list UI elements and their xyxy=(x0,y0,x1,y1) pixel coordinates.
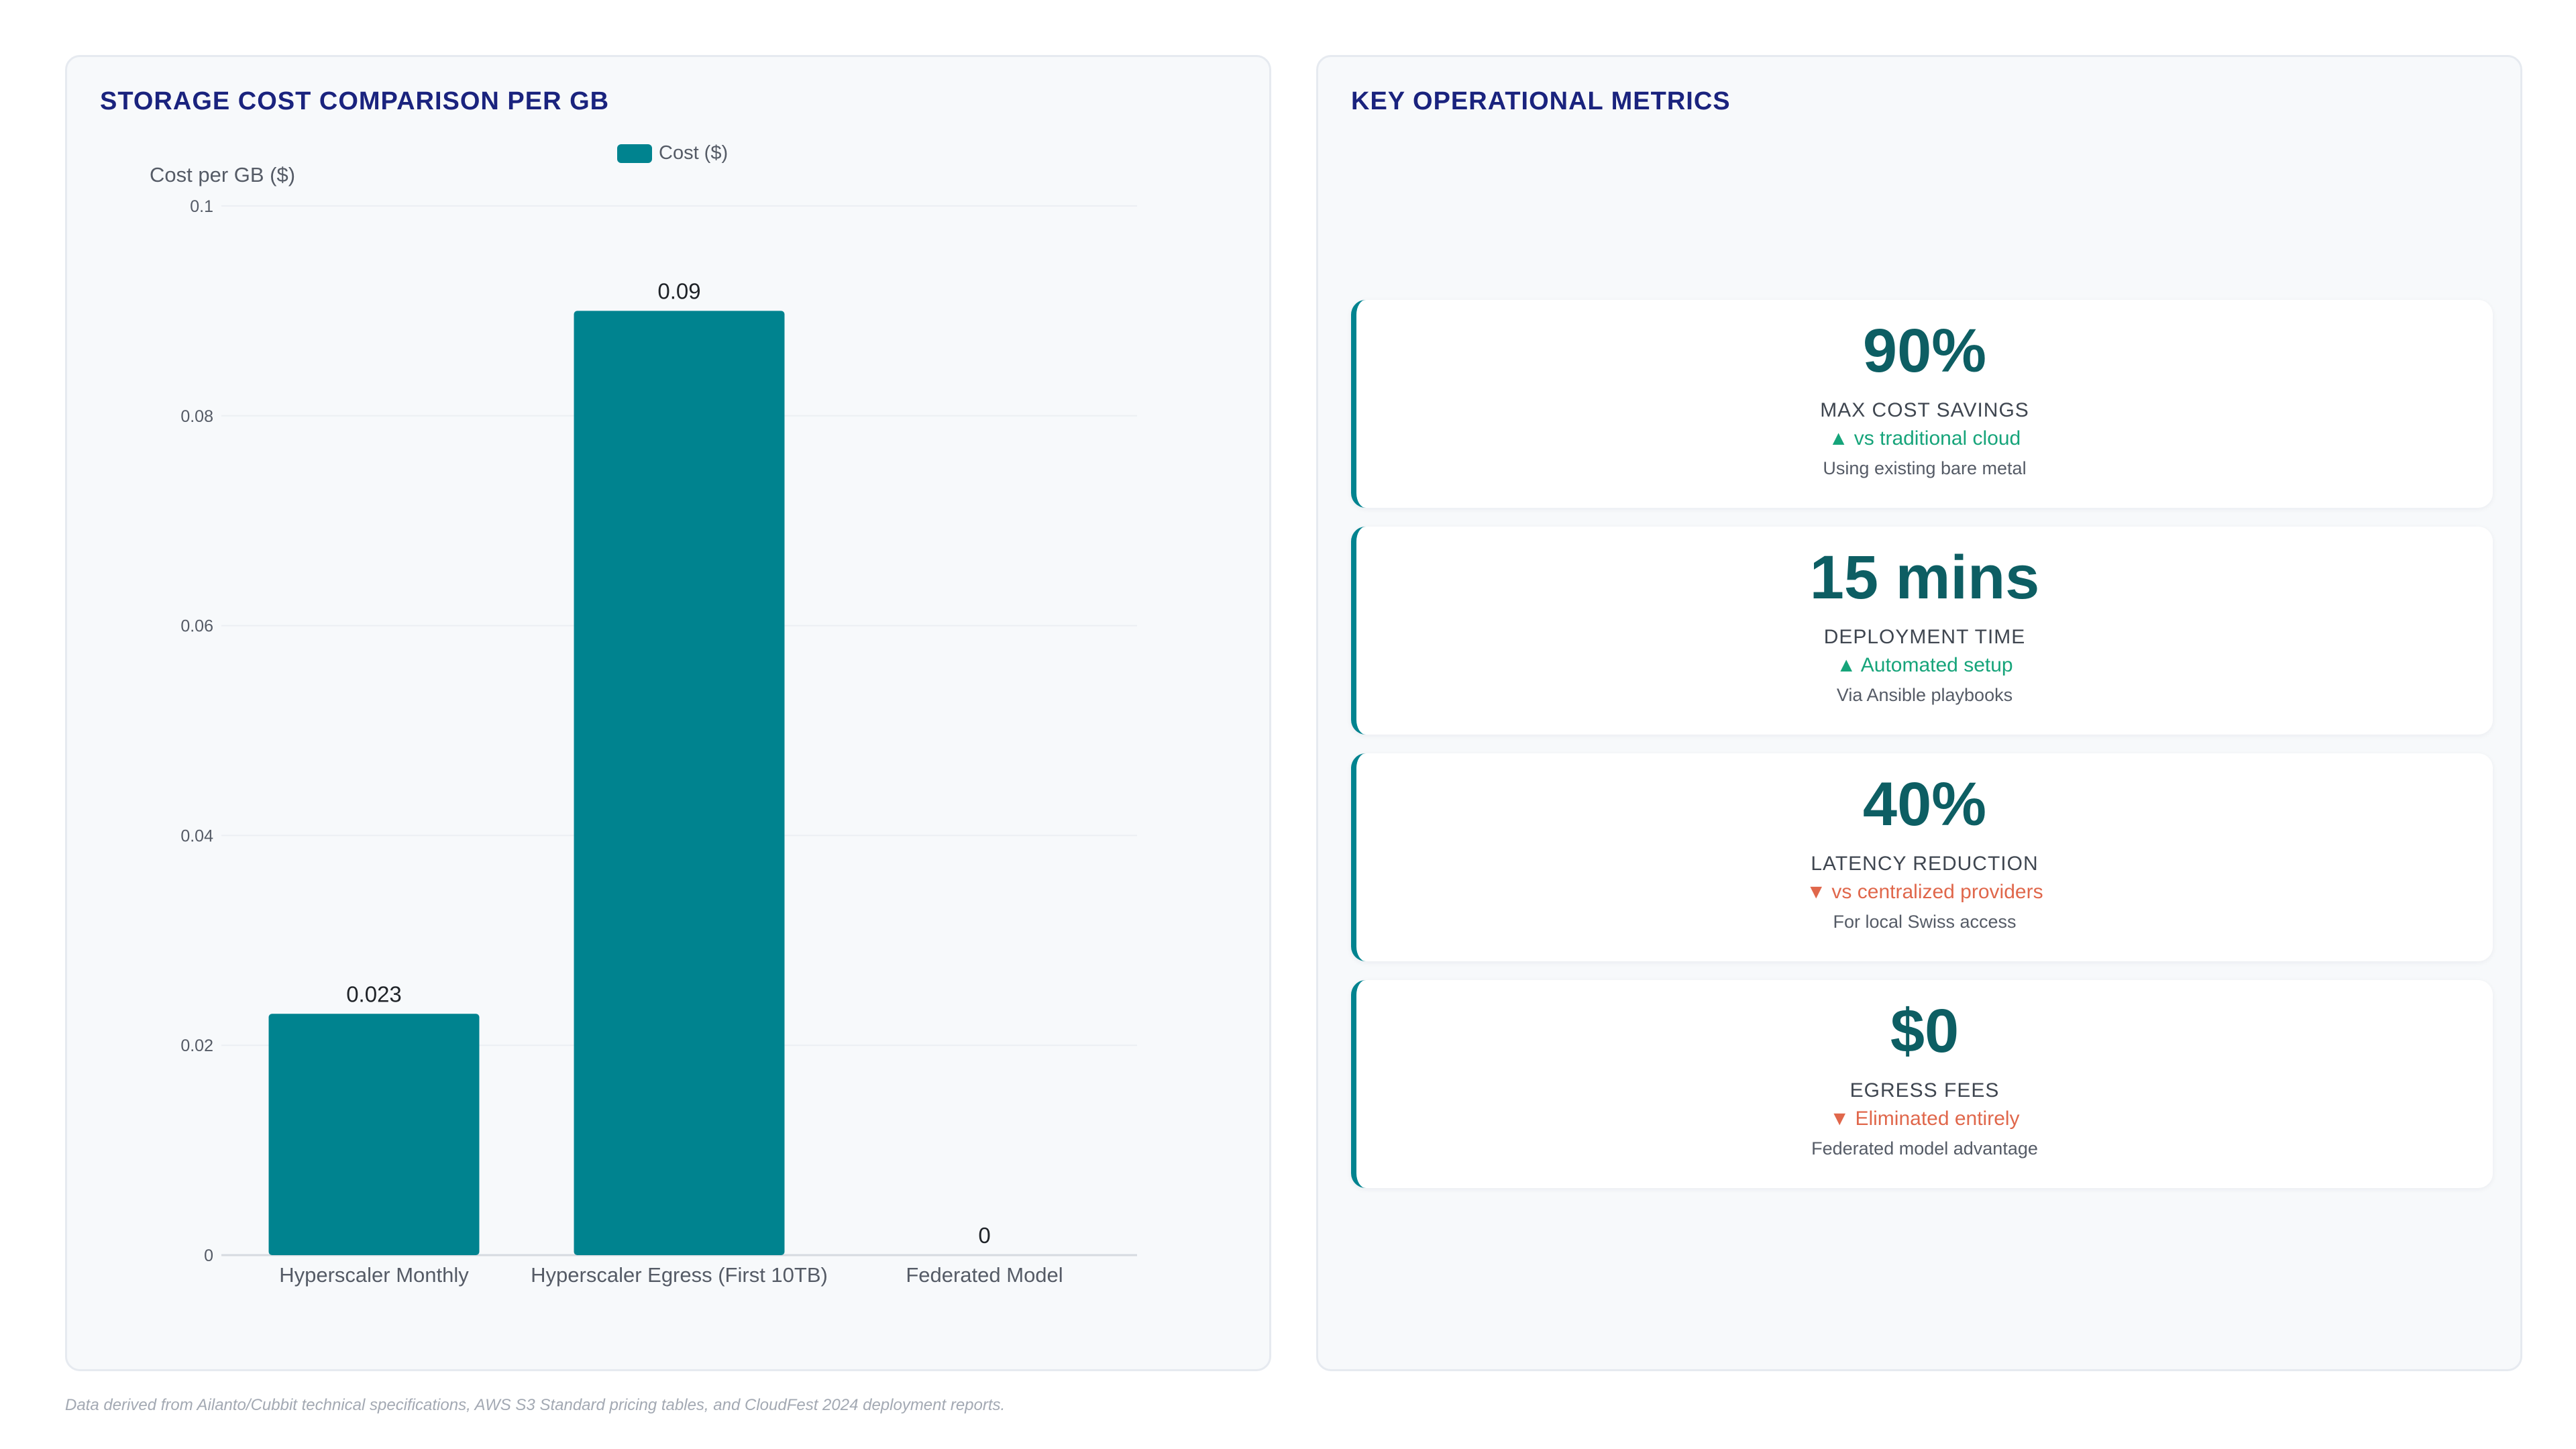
metric-note: For local Swiss access xyxy=(1833,912,2017,932)
bar-value-label: 0 xyxy=(978,1223,990,1248)
y-tick-label: 0.08 xyxy=(180,407,213,426)
legend-label: Cost ($) xyxy=(659,142,729,164)
bar-value-label: 0.023 xyxy=(346,981,402,1006)
metric-value: 15 mins xyxy=(1809,543,2040,612)
metric-label: EGRESS FEES xyxy=(1849,1079,2000,1102)
metric-trend: ▼ vs centralized providers xyxy=(1806,881,2043,903)
y-tick-label: 0 xyxy=(204,1246,213,1265)
metric-card-cost-savings: 90% MAX COST SAVINGS ▲ vs traditional cl… xyxy=(1351,300,2493,508)
metric-label: LATENCY REDUCTION xyxy=(1811,853,2039,875)
metric-card-latency-reduction: 40% LATENCY REDUCTION ▼ vs centralized p… xyxy=(1351,753,2493,961)
metric-trend: ▼ Eliminated entirely xyxy=(1829,1108,2020,1130)
metric-value: $0 xyxy=(1890,997,1960,1065)
legend-swatch xyxy=(617,144,652,163)
metric-value: 40% xyxy=(1862,770,1987,839)
source-footnote: Data derived from Ailanto/Cubbit technic… xyxy=(65,1396,1006,1414)
metrics-title: KEY OPERATIONAL METRICS xyxy=(1351,87,1731,115)
metric-trend: ▲ vs traditional cloud xyxy=(1828,427,2021,449)
metric-label: MAX COST SAVINGS xyxy=(1820,399,2029,421)
y-tick-label: 0.04 xyxy=(180,826,213,845)
y-tick-label: 0.1 xyxy=(190,197,213,216)
chart-legend[interactable]: Cost ($) xyxy=(617,142,728,164)
chart-panel: Cost per GB ($) 0 0.02 0.04 0.06 0.08 0.1 0.023… xyxy=(65,55,1271,1371)
metric-card-deployment-time: 15 mins DEPLOYMENT TIME ▲ Automated setu… xyxy=(1351,527,2493,735)
metric-label: DEPLOYMENT TIME xyxy=(1823,626,2026,648)
bar-chart: Cost per GB ($) 0 0.02 0.04 0.06 0.08 0.1 0.023… xyxy=(150,163,1137,1287)
metric-value: 90% xyxy=(1862,317,1987,385)
metric-note: Federated model advantage xyxy=(1811,1138,2038,1159)
x-category-label: Hyperscaler Monthly xyxy=(279,1263,469,1287)
bar-value-label: 0.09 xyxy=(657,278,700,303)
bar xyxy=(574,311,785,1255)
x-category-label: Federated Model xyxy=(906,1263,1063,1287)
y-tick-label: 0.06 xyxy=(180,617,213,636)
y-tick-label: 0.02 xyxy=(180,1036,213,1055)
metric-note: Via Ansible playbooks xyxy=(1836,685,2013,705)
chart-title: STORAGE COST COMPARISON PER GB xyxy=(100,87,610,115)
metric-note: Using existing bare metal xyxy=(1823,458,2027,478)
metrics-panel: KEY OPERATIONAL METRICS 90% MAX COST SAV… xyxy=(1316,55,2522,1371)
metric-card-egress-fees: $0 EGRESS FEES ▼ Eliminated entirely Fed… xyxy=(1351,980,2493,1188)
metric-trend: ▲ Automated setup xyxy=(1836,654,2013,676)
bar xyxy=(268,1014,480,1255)
x-category-label: Hyperscaler Egress (First 10TB) xyxy=(531,1263,828,1287)
y-axis-title: Cost per GB ($) xyxy=(150,163,295,186)
